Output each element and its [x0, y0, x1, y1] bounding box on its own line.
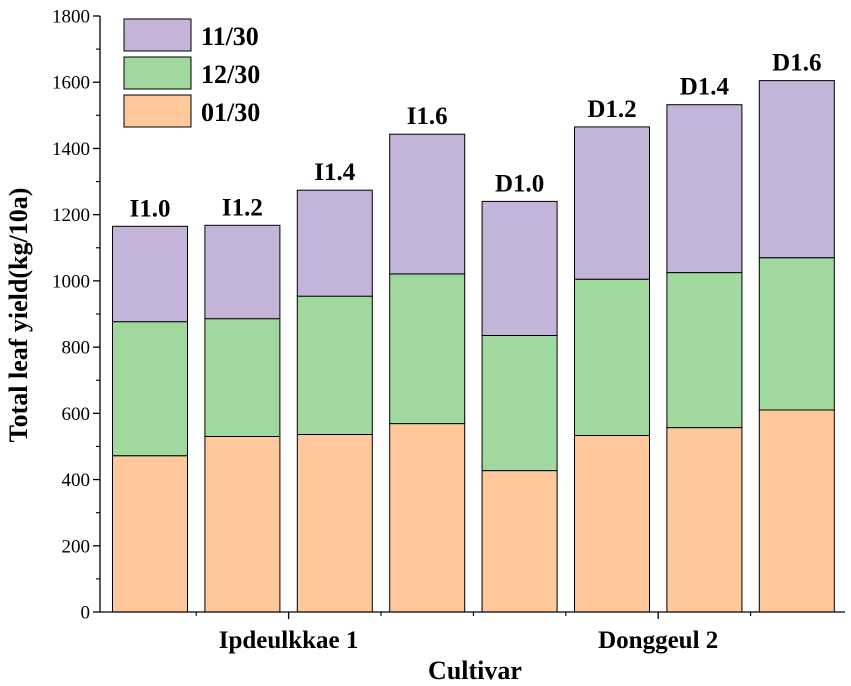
y-tick-label: 1800 [52, 7, 90, 28]
bar-segment [112, 225, 188, 323]
y-tick-label: 0 [81, 603, 91, 624]
bar-label: I1.4 [314, 159, 355, 186]
bar-segment [389, 423, 466, 613]
bar-segment [574, 278, 650, 437]
y-tick-label: 800 [62, 338, 91, 359]
group-label: Donggeul 2 [598, 627, 718, 654]
bar-segment [666, 272, 743, 429]
y-tick-label: 400 [62, 470, 91, 491]
bar-label: I1.2 [222, 194, 263, 221]
bar-segment [204, 318, 281, 438]
y-tick-label: 1000 [52, 271, 90, 292]
bar-segment [389, 273, 466, 425]
legend-swatch [123, 18, 192, 52]
bar-segment [112, 455, 188, 613]
bar-segment [481, 335, 558, 472]
bar-segment [758, 257, 835, 411]
legend-label: 01/30 [201, 98, 260, 127]
bar-segment [204, 224, 281, 320]
bar-segment [666, 104, 743, 274]
bar-labels-layer: I1.0 I1.2 I1.4 I1.6 D1.0 D1.2 D1.4 D1.6 [130, 50, 822, 223]
bar-label: I1.6 [407, 103, 448, 130]
bar-segment [758, 80, 835, 259]
bar-segment [481, 200, 558, 336]
x-axis-title: Cultivar [428, 656, 522, 685]
bar-segment [481, 470, 558, 613]
bars-layer [112, 80, 835, 613]
bar-segment [204, 436, 281, 613]
bar-segment [296, 189, 373, 297]
bar-segment [296, 434, 373, 613]
y-tick-label: 1400 [52, 139, 90, 160]
bar-segment [574, 126, 650, 280]
bar-segment [389, 133, 466, 275]
bar-label: D1.6 [772, 50, 821, 77]
bar-segment [758, 409, 835, 613]
bar-segment [574, 435, 650, 613]
bar-label: D1.0 [495, 170, 544, 197]
axes-layer: 0 200 400 600 800 1000 1200 1400 1600 1800 Ipdeulk… [52, 7, 845, 654]
y-tick-label: 1200 [52, 205, 90, 226]
bar-segment [112, 321, 188, 457]
legend: 11/30 12/30 01/30 [123, 18, 260, 128]
legend-swatch [123, 56, 192, 90]
bar-segment [666, 427, 743, 613]
group-label: Ipdeulkkae 1 [219, 627, 359, 654]
y-tick-label: 1600 [52, 73, 90, 94]
legend-label: 11/30 [201, 22, 259, 51]
y-axis-title: Total leaf yield(kg/10a) [4, 188, 33, 443]
bar-label: I1.0 [130, 195, 171, 222]
y-tick-label: 600 [62, 404, 91, 425]
legend-swatch [123, 94, 192, 128]
bar-label: D1.4 [680, 74, 730, 101]
y-tick-label: 200 [62, 536, 91, 557]
legend-label: 12/30 [201, 60, 260, 89]
bar-segment [296, 295, 373, 435]
bar-label: D1.2 [587, 96, 636, 123]
